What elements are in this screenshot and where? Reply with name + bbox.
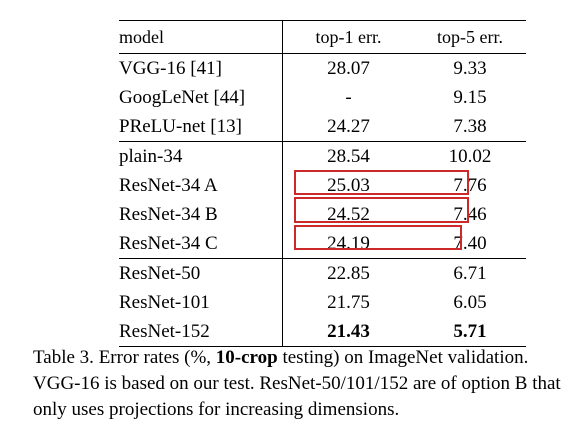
header-top5: top-5 err. (414, 20, 526, 54)
caption-bold: 10-crop (215, 347, 278, 368)
cell-top1-best: 21.43 (282, 317, 414, 347)
table-row: GoogLeNet [44] - 9.15 (119, 83, 526, 112)
table-header-row: model top-1 err. top-5 err. (119, 20, 526, 54)
cell-top1: 24.52 (282, 200, 414, 229)
caption-label: Table 3. (33, 347, 94, 368)
cell-model: PReLU-net [13] (119, 112, 283, 142)
results-table: model top-1 err. top-5 err. VGG-16 [41] … (119, 20, 526, 347)
table-row: ResNet-34 A 25.03 7.76 (119, 171, 526, 200)
cell-top1: 28.54 (282, 141, 414, 171)
header-model: model (119, 20, 283, 54)
cell-model: ResNet-34 A (119, 175, 218, 196)
table-row: ResNet-152 21.43 5.71 (119, 317, 526, 347)
header-top1: top-1 err. (282, 20, 414, 54)
cell-top1: 21.75 (282, 288, 414, 317)
highlight-box-resnet34a (294, 170, 469, 195)
cell-top5: 7.46 (453, 204, 487, 225)
cell-model: GoogLeNet [44] (119, 87, 246, 108)
highlight-box-resnet34b (294, 197, 469, 223)
cell-top1: 22.85 (282, 258, 414, 288)
table-row: VGG-16 [41] 28.07 9.33 (119, 53, 526, 83)
cell-top1: - (282, 83, 414, 112)
cell-top5: 6.71 (414, 258, 526, 288)
table-caption: Table 3. Error rates (%, 10-crop testing… (33, 345, 578, 423)
cell-top5: 7.76 (453, 175, 487, 196)
table-row: PReLU-net [13] 24.27 7.38 (119, 112, 526, 142)
cell-model: VGG-16 [41] (119, 58, 222, 79)
cell-top1: 25.03 (282, 171, 414, 200)
cell-model: ResNet-34 C (119, 229, 283, 259)
cell-model: plain-34 (119, 141, 283, 171)
cell-top1: 24.27 (282, 112, 414, 142)
table-row: ResNet-34 B 24.52 7.46 (119, 200, 526, 229)
table-row: ResNet-101 21.75 6.05 (119, 288, 526, 317)
cell-top5: 7.38 (414, 112, 526, 142)
caption-text-after: testing) on ImageNet validation. VGG-16 … (33, 347, 561, 420)
cell-top5: 6.05 (453, 292, 487, 313)
cell-top1: 28.07 (282, 53, 414, 83)
table-row: ResNet-50 22.85 6.71 (119, 258, 526, 288)
cell-top5: 10.02 (414, 141, 526, 171)
cell-top5: 7.40 (414, 229, 526, 259)
cell-top5: 9.15 (453, 87, 487, 108)
cell-top5: 9.33 (453, 58, 487, 79)
cell-top5-best: 5.71 (414, 317, 526, 347)
caption-text-before: Error rates (%, (93, 347, 216, 368)
table-row: plain-34 28.54 10.02 (119, 141, 526, 171)
cell-model: ResNet-101 (119, 292, 210, 313)
highlight-box-resnet34c (294, 225, 462, 250)
cell-model: ResNet-50 (119, 258, 283, 288)
cell-model: ResNet-152 (119, 317, 283, 347)
cell-model: ResNet-34 B (119, 204, 218, 225)
